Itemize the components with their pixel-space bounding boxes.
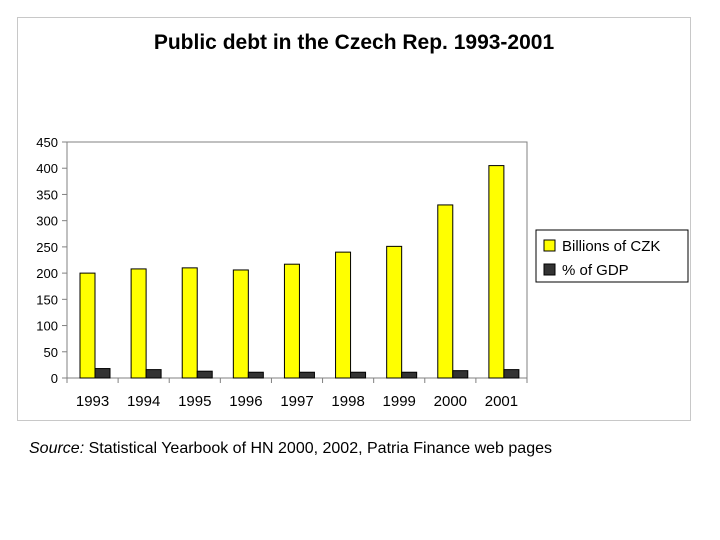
bar-pct-gdp <box>452 370 469 379</box>
y-tick-label: 100 <box>36 319 58 334</box>
bar-pct-gdp <box>247 371 264 379</box>
bar-pct-gdp <box>145 369 162 379</box>
x-tick-label: 2000 <box>434 393 467 410</box>
legend-swatch <box>543 239 556 252</box>
bar-billions-czk <box>181 267 198 379</box>
legend-swatch <box>543 263 556 276</box>
x-tick-label: 1995 <box>178 393 211 410</box>
legend-label: Billions of CZK <box>562 238 660 255</box>
y-tick-label: 200 <box>36 266 58 281</box>
legend-box <box>535 229 689 283</box>
y-tick-label: 450 <box>36 135 58 150</box>
y-tick-label: 250 <box>36 240 58 255</box>
source-note: Source: Statistical Yearbook of HN 2000,… <box>29 440 552 458</box>
y-tick-label: 300 <box>36 214 58 229</box>
y-tick-label: 0 <box>51 371 58 386</box>
y-tick-label: 150 <box>36 292 58 307</box>
y-tick-label: 350 <box>36 187 58 202</box>
chart-title: Public debt in the Czech Rep. 1993-2001 <box>153 31 555 54</box>
bar-pct-gdp <box>196 370 213 379</box>
legend-label: % of GDP <box>562 262 629 279</box>
bar-billions-czk <box>79 272 96 379</box>
bar-pct-gdp <box>350 371 367 379</box>
x-tick-label: 2001 <box>485 393 518 410</box>
bar-billions-czk <box>232 269 249 379</box>
chart-frame: Public debt in the Czech Rep. 1993-2001 <box>17 17 691 421</box>
bar-billions-czk <box>488 165 505 379</box>
x-tick-label: 1996 <box>229 393 262 410</box>
x-tick-label: 1993 <box>76 393 109 410</box>
x-tick-label: 1999 <box>383 393 416 410</box>
y-tick-label: 50 <box>44 345 58 360</box>
bar-billions-czk <box>386 245 403 379</box>
bar-pct-gdp <box>94 368 111 379</box>
source-text: Statistical Yearbook of HN 2000, 2002, P… <box>84 440 552 457</box>
bar-pct-gdp <box>401 371 418 379</box>
bar-billions-czk <box>130 268 147 379</box>
bar-billions-czk <box>283 263 300 379</box>
y-tick-label: 400 <box>36 161 58 176</box>
bar-billions-czk <box>335 251 352 379</box>
bar-pct-gdp <box>503 369 520 379</box>
x-tick-label: 1994 <box>127 393 160 410</box>
x-tick-label: 1998 <box>331 393 364 410</box>
bar-billions-czk <box>437 204 454 379</box>
bar-pct-gdp <box>298 371 315 379</box>
source-label: Source: <box>29 440 85 457</box>
x-tick-label: 1997 <box>280 393 313 410</box>
